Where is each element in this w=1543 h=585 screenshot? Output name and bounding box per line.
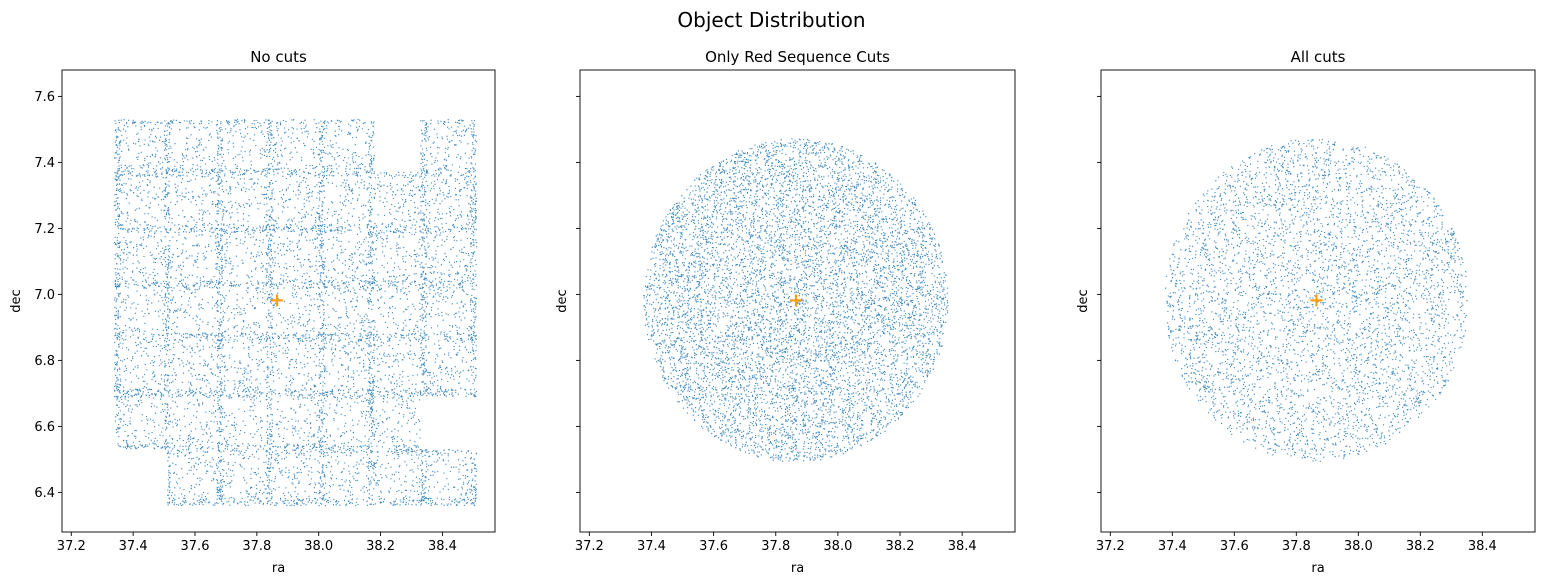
figure-title: Object Distribution	[677, 8, 866, 32]
y-axis-label: dec	[9, 289, 24, 312]
x-tick-label: 37.4	[1158, 539, 1187, 554]
x-tick-label: 37.2	[575, 539, 604, 554]
x-tick-label: 37.8	[1282, 539, 1311, 554]
x-tick-label: 38.4	[1468, 539, 1497, 554]
y-axis-label: dec	[1076, 289, 1091, 312]
x-tick-label: 38.4	[428, 539, 457, 554]
x-tick-label: 37.8	[242, 539, 271, 554]
x-tick-label: 38.2	[366, 539, 395, 554]
panel-2: 37.2 37.4 37.6 37.8 38.0 38.2 38.4 ra dec Only Re…	[555, 48, 1016, 576]
x-tick-label: 37.6	[181, 539, 210, 554]
x-tick-label: 37.2	[1096, 539, 1125, 554]
x-axis-label: ra	[791, 561, 804, 576]
panel-1: 37.2 37.4 37.6 37.8 38.0 38.2 38.4 6.4 6.6 6.8 7.0…	[9, 48, 496, 576]
y-tick-label: 7.4	[34, 156, 55, 171]
y-axis-label: dec	[555, 289, 570, 312]
x-tick-label: 37.6	[1220, 539, 1249, 554]
y-tick-label: 6.6	[34, 420, 55, 435]
panel-3: 37.2 37.4 37.6 37.8 38.0 38.2 38.4 ra dec All cut…	[1076, 48, 1536, 576]
scatter-points	[113, 118, 478, 507]
x-tick-label: 37.6	[699, 539, 728, 554]
panel-title: No cuts	[250, 48, 307, 66]
x-tick-label: 38.2	[886, 539, 915, 554]
x-tick-label: 37.4	[637, 539, 666, 554]
x-tick-label: 37.4	[119, 539, 148, 554]
x-tick-label: 38.2	[1406, 539, 1435, 554]
cluster-center-marker	[789, 294, 802, 307]
y-tick-label: 6.4	[34, 486, 55, 501]
y-tick-label: 6.8	[34, 354, 55, 369]
axes-frame	[61, 69, 496, 533]
y-tick-label: 7.0	[34, 288, 55, 303]
x-axis-label: ra	[1311, 561, 1324, 576]
axes-frame	[579, 69, 1016, 533]
x-tick-label: 38.0	[1344, 539, 1373, 554]
panel-title: Only Red Sequence Cuts	[705, 48, 890, 66]
panel-title: All cuts	[1291, 48, 1346, 66]
y-tick-label: 7.6	[34, 90, 55, 105]
x-tick-label: 37.2	[57, 539, 86, 554]
axes-frame	[1100, 69, 1536, 533]
cluster-center-marker	[1310, 294, 1323, 307]
x-tick-label: 38.0	[304, 539, 333, 554]
x-tick-label: 37.8	[761, 539, 790, 554]
x-axis-label: ra	[272, 561, 285, 576]
scatter-points	[1164, 138, 1468, 463]
cluster-center-marker	[270, 294, 283, 307]
scatter-points	[643, 138, 949, 462]
x-tick-label: 38.0	[823, 539, 852, 554]
y-tick-label: 7.2	[34, 222, 55, 237]
x-tick-label: 38.4	[948, 539, 977, 554]
